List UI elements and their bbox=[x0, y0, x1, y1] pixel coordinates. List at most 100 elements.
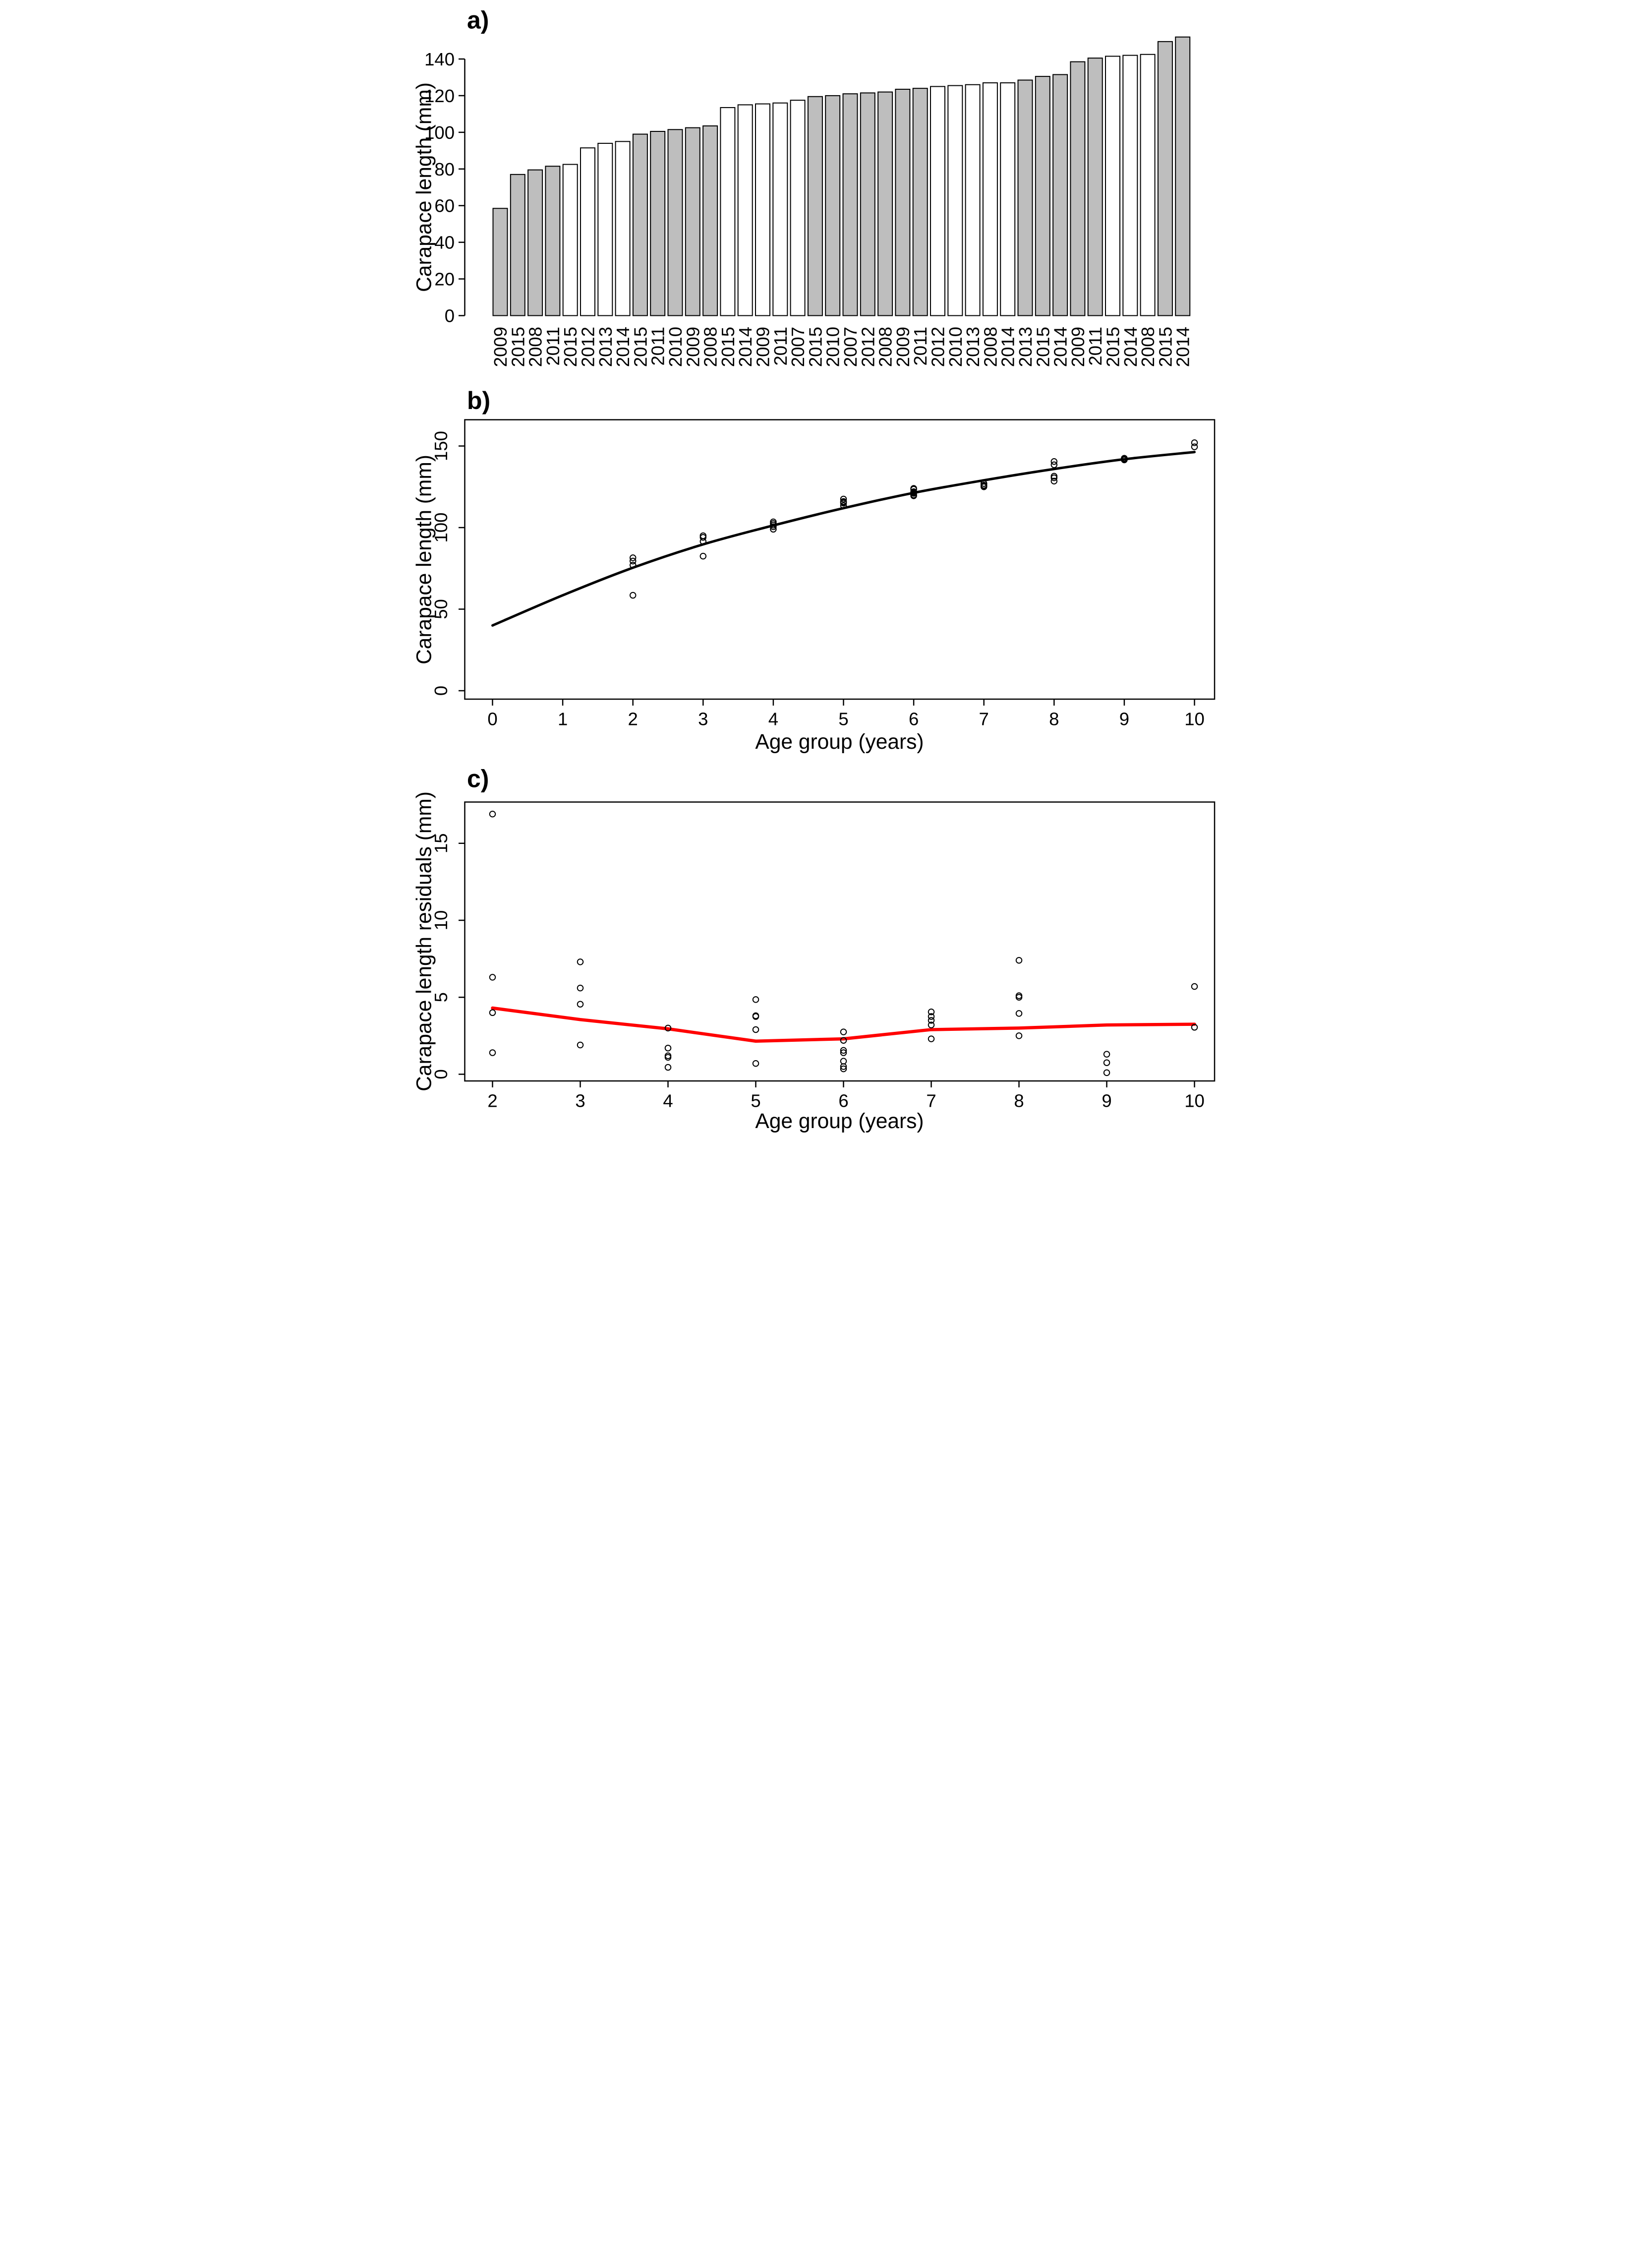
bar bbox=[894, 89, 910, 316]
data-point bbox=[489, 974, 496, 981]
bar bbox=[702, 125, 718, 316]
bar bbox=[615, 141, 631, 316]
data-point bbox=[1191, 443, 1198, 450]
panel-a-plot-area: 0204060801001201402009201520082011201520… bbox=[424, 36, 1193, 367]
data-point bbox=[840, 495, 847, 503]
bar-year-label: 2015 bbox=[717, 327, 738, 367]
data-point bbox=[840, 1028, 847, 1035]
x-axis-tick-label: 8 bbox=[1014, 1091, 1024, 1111]
bar bbox=[632, 133, 648, 316]
y-axis-tick-label: 50 bbox=[431, 599, 451, 619]
bar bbox=[544, 166, 560, 316]
data-point bbox=[1050, 477, 1057, 484]
bar-year-label: 2008 bbox=[1138, 327, 1158, 367]
panel-c: c) Carapace length residuals (mm) Age gr… bbox=[407, 759, 1222, 1134]
data-point bbox=[752, 1026, 759, 1033]
y-axis-tick-label: 15 bbox=[431, 833, 451, 853]
growth-curve bbox=[491, 451, 1196, 627]
y-axis-tick-label: 0 bbox=[431, 686, 451, 696]
data-point bbox=[664, 1054, 671, 1061]
bar bbox=[1140, 54, 1156, 316]
panel-b-y-axis-title: Carapace length (mm) bbox=[412, 455, 436, 664]
bar bbox=[1174, 36, 1190, 316]
data-point bbox=[489, 1049, 496, 1056]
bar-year-label: 2009 bbox=[683, 327, 703, 367]
y-axis-tick-label: 5 bbox=[431, 992, 451, 1002]
bar-year-label: 2015 bbox=[1103, 327, 1123, 367]
data-point bbox=[840, 1049, 847, 1056]
panel-a-y-axis-title: Carapace length (mm) bbox=[412, 82, 436, 292]
figure: a) Carapace length (mm) 0 20 40 60 80 100 120 1… bbox=[407, 0, 1222, 1134]
y-axis-tick-label: 140 bbox=[424, 49, 455, 69]
bar bbox=[842, 93, 858, 316]
data-point bbox=[752, 1013, 759, 1020]
bar bbox=[824, 95, 840, 316]
data-point bbox=[577, 1001, 583, 1008]
x-axis-tick-label: 3 bbox=[698, 709, 708, 729]
bar bbox=[947, 85, 963, 316]
data-point bbox=[1191, 439, 1198, 446]
bar bbox=[1035, 76, 1050, 316]
data-point bbox=[752, 1060, 759, 1067]
bar bbox=[649, 131, 665, 316]
bar bbox=[1105, 56, 1120, 316]
data-point bbox=[1050, 461, 1057, 469]
x-axis-tick-label: 7 bbox=[926, 1091, 936, 1111]
data-point bbox=[1015, 1010, 1022, 1017]
bar bbox=[930, 86, 945, 316]
bar-year-label: 2011 bbox=[1085, 327, 1105, 366]
bar-year-label: 2013 bbox=[595, 327, 615, 367]
bar-year-label: 2014 bbox=[1050, 327, 1070, 367]
panel-b-x-axis-title: Age group (years) bbox=[755, 730, 924, 754]
bar-year-label: 2010 bbox=[945, 327, 965, 367]
data-point bbox=[928, 1017, 934, 1024]
bar-year-label: 2014 bbox=[1120, 327, 1140, 367]
bar bbox=[562, 164, 578, 316]
bar-year-label: 2010 bbox=[822, 327, 843, 367]
data-point bbox=[1103, 1069, 1110, 1076]
bar-year-label: 2008 bbox=[525, 327, 545, 367]
bar-year-label: 2011 bbox=[910, 327, 931, 366]
data-point bbox=[577, 958, 583, 965]
x-axis-tick-label: 10 bbox=[1184, 709, 1205, 729]
bar bbox=[982, 82, 998, 316]
data-point bbox=[840, 1047, 847, 1054]
bar bbox=[755, 103, 770, 316]
bar bbox=[510, 174, 525, 316]
bar-year-label: 2011 bbox=[770, 327, 790, 366]
data-point bbox=[1191, 983, 1198, 990]
x-axis-tick-label: 0 bbox=[487, 709, 497, 729]
panel-b: b) Carapace length (mm) Age group (years… bbox=[407, 379, 1222, 759]
panel-b-plot-area: 0 50 100 150 0 1 2 3 4 5 6 7 8 9 10 bbox=[431, 419, 1215, 729]
x-axis-tick-label: 6 bbox=[838, 1091, 848, 1111]
bar bbox=[737, 104, 753, 316]
data-point bbox=[577, 984, 583, 992]
bar-year-label: 2009 bbox=[753, 327, 773, 367]
bar bbox=[1122, 55, 1138, 316]
x-axis-tick-label: 5 bbox=[751, 1091, 760, 1111]
bar-year-label: 2012 bbox=[578, 327, 598, 367]
bar-year-label: 2007 bbox=[840, 327, 861, 367]
data-point bbox=[489, 1009, 496, 1016]
data-point bbox=[840, 1037, 847, 1044]
bar-year-label: 2011 bbox=[542, 327, 563, 366]
x-axis-tick-label: 3 bbox=[575, 1091, 585, 1111]
x-axis-tick-label: 8 bbox=[1049, 709, 1059, 729]
bar bbox=[965, 84, 981, 316]
data-point bbox=[1050, 458, 1057, 465]
data-point bbox=[629, 554, 636, 561]
bar bbox=[772, 102, 788, 316]
bar-year-label: 2013 bbox=[963, 327, 983, 367]
bar-year-label: 2008 bbox=[700, 327, 720, 367]
bar-year-label: 2011 bbox=[647, 327, 668, 366]
panel-c-x-axis-title: Age group (years) bbox=[755, 1110, 924, 1133]
bar-year-label: 2015 bbox=[508, 327, 528, 367]
data-point bbox=[1015, 1032, 1022, 1039]
bar-year-label: 2014 bbox=[735, 327, 756, 367]
bar-year-label: 2009 bbox=[892, 327, 913, 367]
y-axis-tick-label: 100 bbox=[431, 513, 451, 543]
bar bbox=[685, 127, 700, 316]
bar bbox=[527, 169, 543, 316]
bar bbox=[860, 92, 875, 316]
panel-a-chart: a) Carapace length (mm) 0 20 40 60 80 100 120 1… bbox=[412, 6, 1193, 367]
